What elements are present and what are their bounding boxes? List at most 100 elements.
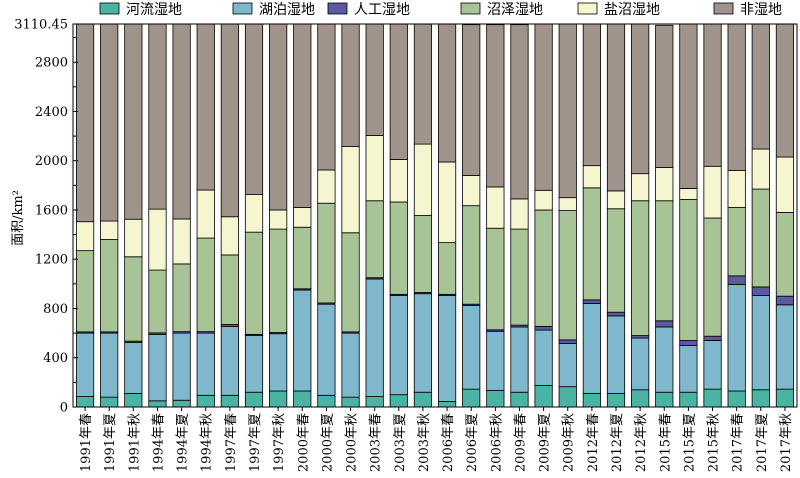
bar-segment-0-21 <box>582 393 601 408</box>
bar-segment-0-14 <box>413 391 433 408</box>
bar-segment-5-22 <box>606 23 626 192</box>
bar-segment-1-16 <box>462 305 481 390</box>
bar-segment-3-15 <box>437 242 457 295</box>
bar-segment-4-9 <box>293 207 312 228</box>
bar-segment-4-7 <box>244 194 264 233</box>
bar-segment-3-24 <box>655 200 674 322</box>
bar-segment-0-23 <box>631 389 650 408</box>
bar-segment-5-18 <box>510 24 529 200</box>
y-tick-label: 800 <box>43 302 68 317</box>
bar-segment-5-13 <box>389 23 408 160</box>
y-tick-label: 1600 <box>35 203 68 218</box>
legend-swatch <box>460 2 481 15</box>
bar-segment-1-28 <box>751 295 770 391</box>
bar-segment-3-13 <box>389 201 408 295</box>
legend-label: 沼泽湿地 <box>487 2 543 18</box>
y-tick-label: 2800 <box>35 56 68 71</box>
x-tick-label: 2017年夏 <box>755 413 770 472</box>
x-tick-label: 2017年秋 <box>779 413 794 472</box>
bars <box>75 23 795 408</box>
legend-label: 湖泊湿地 <box>259 2 315 18</box>
bar-segment-0-13 <box>389 394 408 408</box>
bar-segment-0-5 <box>196 394 215 408</box>
legend-label: 盐沼湿地 <box>604 2 660 18</box>
bar-segment-5-29 <box>775 23 795 158</box>
bar-segment-0-24 <box>655 391 674 408</box>
bar-segment-5-26 <box>703 23 722 167</box>
bar-segment-1-24 <box>655 326 674 393</box>
bar-segment-1-25 <box>679 345 698 393</box>
bar-segment-0-12 <box>365 396 384 408</box>
bar-segment-0-26 <box>703 388 722 408</box>
bar-segment-4-2 <box>124 218 143 258</box>
x-tick-label: 2003年夏 <box>393 413 408 472</box>
x-tick-label: 2012年夏 <box>610 413 625 472</box>
bar-segment-4-17 <box>486 186 505 229</box>
bar-segment-5-23 <box>631 23 650 175</box>
bar-segment-1-0 <box>75 332 95 397</box>
bar-segment-1-4 <box>172 332 191 401</box>
bar-segment-3-2 <box>124 256 143 342</box>
y-axis-title: 面积/km² <box>11 190 26 246</box>
bar-segment-1-2 <box>124 341 143 394</box>
legend-swatch <box>577 2 598 15</box>
bar-segment-5-2 <box>124 23 143 220</box>
bar-segment-0-4 <box>172 399 191 408</box>
bar-segment-3-22 <box>606 208 626 313</box>
bar-segment-0-27 <box>727 390 746 408</box>
bar-segment-4-12 <box>365 135 384 202</box>
bar-segment-4-22 <box>606 190 626 210</box>
x-tick-label: 2017年春 <box>731 413 746 472</box>
bar-segment-3-12 <box>365 200 384 279</box>
bar-segment-5-3 <box>148 23 167 210</box>
bar-segment-4-18 <box>510 198 529 230</box>
x-tick-label: 2015年秋 <box>707 413 722 472</box>
bar-segment-2-22 <box>606 311 626 317</box>
bar-segment-1-23 <box>631 337 650 391</box>
x-tick-label: 2006年夏 <box>465 413 480 472</box>
bar-segment-2-26 <box>703 335 722 341</box>
bar-segment-3-5 <box>196 237 215 333</box>
bar-segment-3-18 <box>510 228 529 326</box>
bar-segment-0-7 <box>244 391 264 408</box>
legend: 河流湿地 湖泊湿地 人工湿地 沼泽湿地 盐沼湿地 非湿地 <box>99 2 782 18</box>
bar-segment-4-25 <box>679 188 698 200</box>
bar-segment-4-15 <box>437 161 457 244</box>
bar-segment-5-5 <box>196 23 215 191</box>
bar-segment-0-29 <box>775 388 795 408</box>
bar-segment-5-15 <box>437 23 457 163</box>
bar-segment-3-28 <box>751 188 770 288</box>
bar-segment-1-21 <box>582 303 601 394</box>
bar-segment-0-8 <box>269 390 288 408</box>
bar-segment-5-11 <box>341 23 360 147</box>
bar-segment-1-26 <box>703 340 722 390</box>
bar-segment-1-10 <box>317 303 336 396</box>
bar-segment-4-21 <box>582 165 601 189</box>
bar-segment-3-20 <box>558 210 577 341</box>
x-tick-label: 2000年夏 <box>320 413 335 472</box>
bar-segment-3-11 <box>341 232 360 333</box>
bar-segment-3-8 <box>269 228 288 333</box>
bar-segment-4-8 <box>269 209 288 230</box>
bar-segment-0-18 <box>510 391 529 408</box>
y-tick-label: 0 <box>60 401 68 416</box>
bar-segment-5-9 <box>293 23 312 208</box>
bar-segment-2-19 <box>534 325 553 331</box>
bar-segment-5-12 <box>365 23 384 136</box>
bar-segment-3-14 <box>413 215 433 293</box>
bar-segment-4-23 <box>631 173 650 202</box>
bar-segment-0-25 <box>679 391 698 408</box>
y-tick-label: 2400 <box>35 105 68 120</box>
bar-segment-0-17 <box>486 389 505 408</box>
bar-segment-4-19 <box>534 189 553 211</box>
bar-segment-1-3 <box>148 333 167 402</box>
bar-segment-0-16 <box>462 388 481 408</box>
bar-segment-4-24 <box>655 167 674 202</box>
legend-label: 人工湿地 <box>354 2 410 18</box>
bar-segment-1-17 <box>486 330 505 391</box>
legend-swatch <box>327 2 348 15</box>
bar-segment-1-12 <box>365 278 384 397</box>
bar-segment-3-9 <box>293 226 312 290</box>
bar-segment-4-20 <box>558 197 577 211</box>
